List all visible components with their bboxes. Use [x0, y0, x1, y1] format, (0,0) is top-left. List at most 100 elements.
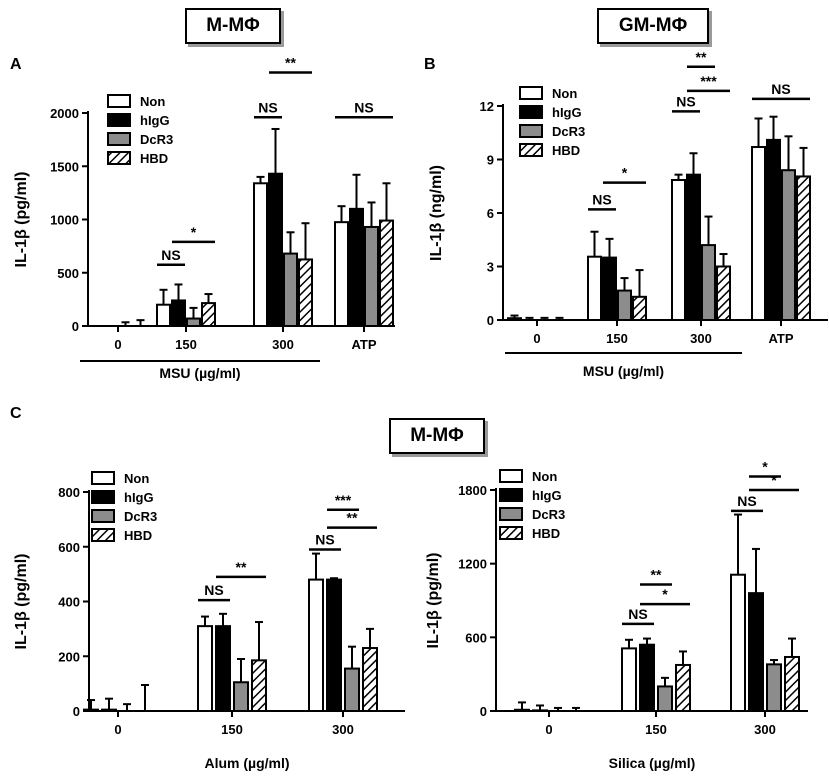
c2-legend-swatch-higg — [499, 488, 523, 502]
c1-legend-label-dcr3: DcR3 — [124, 509, 157, 524]
c2-bar-non — [730, 573, 746, 713]
c1-significance-label: *** — [335, 492, 352, 508]
c1-bar-higg — [215, 625, 231, 713]
b-bar-dcr3 — [781, 169, 796, 321]
b-legend-label-non: Non — [552, 86, 577, 101]
c2-bar-higg — [532, 709, 548, 712]
c1-significance-label: ** — [347, 510, 358, 526]
a-legend-swatch-dcr3 — [107, 132, 131, 146]
c2-x-axis-label: Silica (µg/ml) — [609, 755, 696, 771]
a-bar-hbd — [298, 258, 313, 327]
c2-significance-label: NS — [737, 493, 756, 509]
a-bar-dcr3 — [364, 225, 379, 327]
c1-legend-label-hbd: HBD — [124, 528, 152, 543]
a-bar-non — [334, 221, 349, 328]
c2-y-axis-label: IL-1β (pg/ml) — [425, 553, 442, 649]
panel-letter-b: B — [424, 56, 436, 73]
c2-legend-swatch-dcr3 — [499, 507, 523, 521]
a-legend-swatch-non — [107, 94, 131, 108]
c2-significance-label: * — [762, 458, 768, 474]
c1-y-tick-label: 200 — [58, 649, 80, 664]
b-bar-dcr3 — [617, 289, 632, 322]
c2-legend-label-dcr3: DcR3 — [532, 507, 565, 522]
c2-x-tick-label: 0 — [545, 722, 552, 737]
a-x-axis-label: MSU (µg/ml) — [159, 365, 240, 381]
b-significance-label: *** — [700, 73, 717, 89]
b-bar-hbd — [632, 295, 647, 322]
c1-significance-label: NS — [204, 582, 223, 598]
header-m-macrophage-c: M-MΦ — [389, 418, 485, 454]
a-y-axis-label: IL-1β (pg/ml) — [13, 172, 30, 268]
a-bar-higg — [171, 299, 186, 328]
panel-letter-c: C — [10, 405, 22, 422]
c1-bar-hbd — [362, 647, 378, 712]
b-significance-label: NS — [771, 81, 790, 97]
b-significance-label: ** — [696, 49, 707, 65]
c1-legend-label-higg: hIgG — [124, 490, 154, 505]
c1-legend-swatch-higg — [91, 490, 115, 504]
b-legend-label-hbd: HBD — [552, 143, 580, 158]
b-y-tick-label: 6 — [487, 206, 494, 221]
a-bar-hbd — [379, 219, 394, 327]
panel-letter-a: A — [10, 56, 22, 73]
a-significance-label: NS — [258, 99, 277, 115]
c2-x-tick-label: 150 — [645, 722, 667, 737]
b-legend-label-higg: hIgG — [552, 105, 582, 120]
c1-bar-non — [308, 578, 324, 712]
a-legend-swatch-hbd — [107, 151, 131, 165]
b-significance-label: NS — [592, 191, 611, 207]
c2-bar-dcr3 — [657, 685, 673, 713]
b-bar-non — [587, 255, 602, 322]
a-bar-dcr3 — [283, 252, 298, 327]
b-significance-label: NS — [676, 93, 695, 109]
a-y-tick-label: 2000 — [50, 106, 79, 121]
c1-y-tick-label: 800 — [58, 485, 80, 500]
b-legend-label-dcr3: DcR3 — [552, 124, 585, 139]
c1-x-tick-label: 0 — [114, 722, 121, 737]
a-x-tick-label: 150 — [175, 337, 197, 352]
c2-bar-hbd — [675, 663, 691, 712]
c2-y-tick-label: 1800 — [458, 483, 487, 498]
b-legend-swatch-hbd — [519, 143, 543, 157]
c1-bar-higg — [101, 708, 117, 712]
c1-y-axis-label: IL-1β (pg/ml) — [13, 554, 30, 650]
c1-y-tick-label: 600 — [58, 540, 80, 555]
a-legend-label-higg: hIgG — [140, 113, 170, 128]
b-bar-non — [507, 317, 522, 322]
c2-legend-swatch-hbd — [499, 526, 523, 540]
c2-x-tick-label: 300 — [754, 722, 776, 737]
c1-legend-label-non: Non — [124, 471, 149, 486]
a-significance-label: * — [191, 224, 197, 240]
a-x-tick-label: 300 — [272, 337, 294, 352]
c2-y-tick-label: 0 — [480, 704, 487, 719]
b-bar-hbd — [716, 265, 731, 321]
c2-significance-label: NS — [628, 606, 647, 622]
b-bar-hbd — [796, 175, 811, 321]
a-legend-swatch-higg — [107, 113, 131, 127]
c2-bar-dcr3 — [766, 663, 782, 712]
c1-x-tick-label: 300 — [332, 722, 354, 737]
b-x-axis-label: MSU (µg/ml) — [583, 363, 664, 379]
b-legend-swatch-non — [519, 86, 543, 100]
c1-significance-label: ** — [236, 559, 247, 575]
c2-bar-higg — [748, 592, 764, 713]
c2-bar-non — [514, 708, 530, 712]
a-significance-label: ** — [285, 55, 296, 71]
a-legend-label-hbd: HBD — [140, 151, 168, 166]
c2-y-tick-label: 1200 — [458, 557, 487, 572]
c1-x-tick-label: 150 — [221, 722, 243, 737]
c1-significance-label: NS — [315, 531, 334, 547]
a-bar-non — [156, 303, 171, 328]
b-bar-higg — [686, 173, 701, 321]
b-x-tick-label: ATP — [768, 331, 793, 346]
c2-legend-swatch-non — [499, 469, 523, 483]
b-legend-swatch-dcr3 — [519, 124, 543, 138]
b-y-tick-label: 12 — [480, 99, 494, 114]
a-significance-label: NS — [161, 247, 180, 263]
header-m-macrophage-a: M-MΦ — [185, 8, 281, 44]
b-y-tick-label: 9 — [487, 153, 494, 168]
c1-bar-dcr3 — [344, 667, 360, 712]
a-bar-higg — [349, 207, 364, 328]
b-bar-dcr3 — [701, 244, 716, 322]
